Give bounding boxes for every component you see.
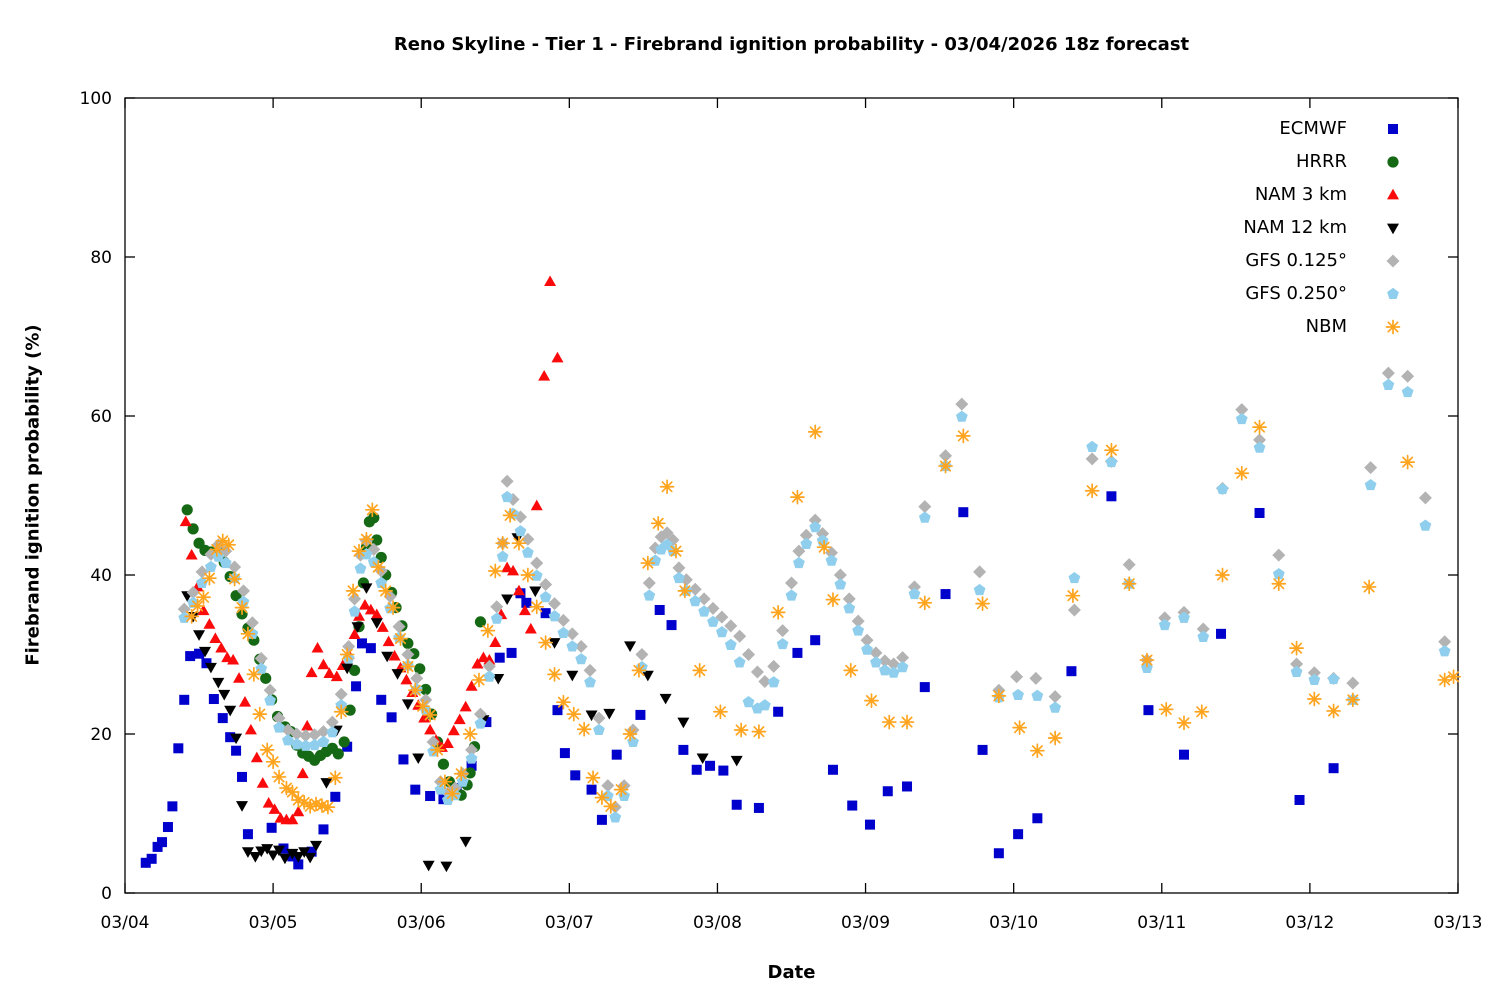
legend-item-ecmwf: ECMWF	[1243, 112, 1439, 145]
x-tick-label: 03/08	[693, 913, 742, 933]
x-tick-label: 03/07	[545, 913, 594, 933]
legend-label-gfs-0-125: GFS 0.125°	[1245, 250, 1347, 271]
series-gfs-0-250	[178, 378, 1451, 823]
y-tick-label: 60	[90, 407, 112, 427]
x-tick-label: 03/04	[101, 913, 150, 933]
legend-marker-gfs-0-125-icon	[1347, 252, 1439, 270]
series-nam-3-km	[179, 275, 564, 825]
y-tick-label: 100	[80, 89, 112, 109]
legend-item-nam-3-km: NAM 3 km	[1243, 178, 1439, 211]
x-tick-label: 03/13	[1434, 913, 1483, 933]
x-axis-label: Date	[767, 962, 816, 983]
legend-label-nam-3-km: NAM 3 km	[1254, 184, 1347, 205]
y-tick-label: 80	[90, 248, 112, 268]
x-tick-label: 03/10	[989, 913, 1038, 933]
series-nam-12-km	[181, 533, 743, 873]
chart-title: Reno Skyline - Tier 1 - Firebrand igniti…	[393, 34, 1190, 55]
legend-item-gfs-0-250: GFS 0.250°	[1243, 277, 1439, 310]
y-tick-label: 0	[101, 884, 112, 904]
legend-label-hrrr: HRRR	[1295, 151, 1347, 172]
series-ecmwf	[140, 491, 1339, 870]
chart-legend: ECMWF HRRR NAM 3 km NAM 12 km GFS 0.125° GFS …	[1243, 112, 1439, 343]
legend-item-gfs-0-125: GFS 0.125°	[1243, 244, 1439, 277]
legend-label-nam-12-km: NAM 12 km	[1243, 217, 1347, 238]
x-tick-label: 03/12	[1285, 913, 1334, 933]
legend-item-nbm: NBM	[1243, 310, 1439, 343]
legend-marker-nbm-icon	[1347, 318, 1439, 336]
legend-marker-ecmwf-icon	[1347, 120, 1439, 138]
x-tick-label: 03/06	[397, 913, 446, 933]
series-nbm	[184, 419, 1461, 815]
plot-border	[124, 97, 1459, 894]
legend-marker-nam-12-km-icon	[1347, 219, 1439, 237]
legend-label-gfs-0-250: GFS 0.250°	[1245, 283, 1347, 304]
legend-item-hrrr: HRRR	[1243, 145, 1439, 178]
legend-item-nam-12-km: NAM 12 km	[1243, 211, 1439, 244]
y-tick-label: 40	[90, 566, 112, 586]
legend-marker-nam-3-km-icon	[1347, 186, 1439, 204]
y-tick-label: 20	[90, 725, 112, 745]
legend-label-nbm: NBM	[1305, 316, 1347, 337]
legend-marker-hrrr-icon	[1347, 153, 1439, 171]
x-tick-label: 03/09	[841, 913, 890, 933]
x-tick-label: 03/05	[249, 913, 298, 933]
axis-ticks	[124, 97, 1459, 894]
legend-label-ecmwf: ECMWF	[1279, 118, 1347, 139]
series-gfs-0-125	[177, 366, 1452, 814]
legend-marker-gfs-0-250-icon	[1347, 285, 1439, 303]
x-tick-label: 03/11	[1137, 913, 1186, 933]
